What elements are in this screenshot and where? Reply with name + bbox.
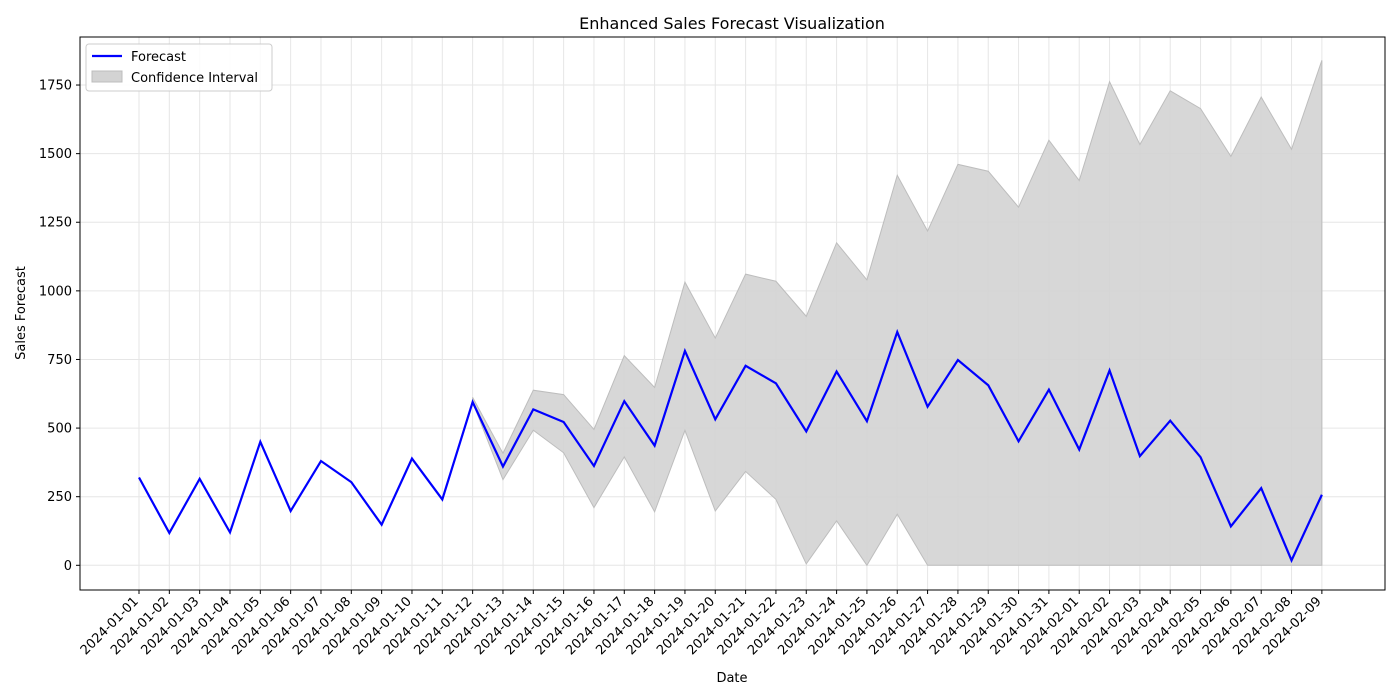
confidence-interval-area [472, 60, 1323, 567]
plot-frame [79, 36, 1386, 591]
y-tick-label: 1000 [39, 284, 72, 299]
y-tick-label: 750 [47, 353, 72, 368]
legend-ci-swatch [91, 70, 123, 83]
chart-title: Enhanced Sales Forecast Visualization [579, 14, 885, 33]
legend-forecast-label: Forecast [131, 50, 186, 65]
x-axis-label: Date [716, 671, 747, 686]
forecast-line [138, 328, 1323, 564]
y-tick-label: 1750 [39, 79, 72, 94]
y-tick-label: 1250 [39, 216, 72, 231]
y-axis-label: Sales Forecast [14, 266, 29, 360]
y-tick-label: 500 [47, 422, 72, 437]
y-tick-label: 0 [64, 559, 72, 574]
y-axis: 0 250 500 750 1000 1250 1500 1750 [39, 79, 80, 574]
legend: Forecast Confidence Interval [85, 43, 273, 92]
legend-ci-label: Confidence Interval [131, 71, 258, 86]
y-tick-label: 1500 [39, 147, 72, 162]
legend-box [85, 43, 273, 92]
y-tick-label: 250 [47, 490, 72, 505]
